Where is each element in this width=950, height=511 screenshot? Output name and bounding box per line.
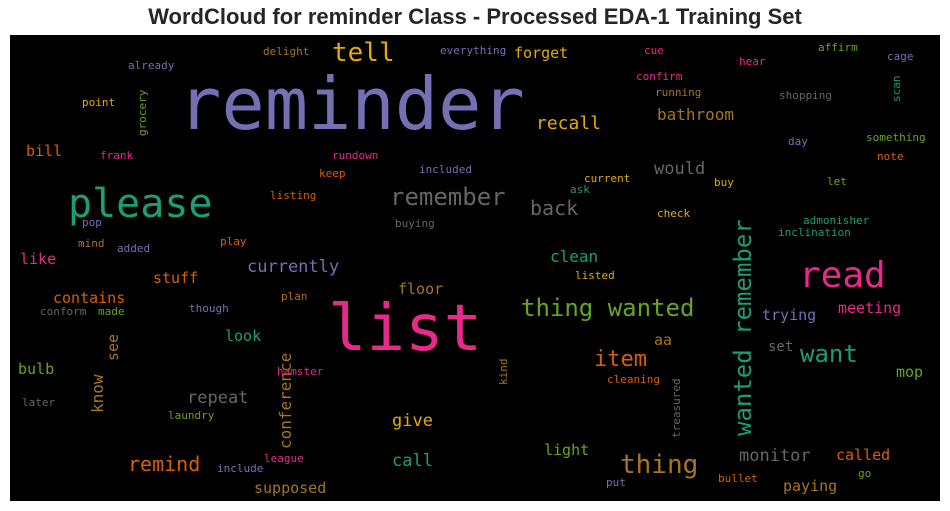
word-read: read [799,255,886,296]
word-set: set [768,339,793,355]
word-pop: pop [82,216,102,229]
word-tell: tell [332,38,395,68]
word-league: league [264,452,304,465]
word-confirm: confirm [636,70,683,83]
word-cage: cage [887,50,914,63]
word-monitor: monitor [739,446,811,466]
word-see: see [104,334,122,361]
word-please: please [68,181,213,227]
word-clean: clean [550,247,598,266]
word-made: made [98,305,125,318]
word-running: running [655,86,701,99]
word-go: go [858,467,871,480]
word-aa: aa [654,331,672,349]
word-wanted-remember: wanted remember [729,219,757,436]
word-conform: conform [40,305,87,318]
word-floor: floor [398,280,443,298]
word-bulb: bulb [18,360,54,378]
word-hear: hear [739,55,766,68]
word-included: included [419,163,472,176]
word-note: note [877,150,904,163]
word-everything: everything [440,44,506,57]
word-buying: buying [395,217,435,230]
word-paying: paying [783,477,837,495]
word-bullet: bullet [718,472,758,485]
word-meeting: meeting [838,299,901,317]
wordcloud-background [10,35,940,501]
word-would: would [654,159,705,179]
word-called: called [836,446,890,464]
word-laundry: laundry [168,409,215,422]
word-point: point [82,96,115,109]
word-bathroom: bathroom [657,105,734,124]
word-supposed: supposed [254,479,326,497]
word-admonisher: admonisher [803,214,870,227]
word-plan: plan [281,290,308,303]
word-look: look [225,327,261,345]
word-delight: delight [263,45,309,58]
word-day: day [788,135,808,148]
word-rundown: rundown [332,149,378,162]
word-scan: scan [890,76,903,103]
word-ask: ask [570,183,590,196]
word-remember: remember [390,183,506,211]
word-recall: recall [536,113,601,134]
word-back: back [530,196,578,220]
chart-title: WordCloud for reminder Class - Processed… [148,4,802,29]
word-light: light [544,441,589,459]
word-mop: mop [896,363,923,381]
word-thing-wanted: thing wanted [521,294,694,322]
word-forget: forget [514,44,568,62]
word-cleaning: cleaning [607,373,660,386]
word-call: call [392,451,433,471]
word-remind: remind [128,452,200,476]
word-trying: trying [762,306,816,324]
word-let: let [827,175,847,188]
word-reminder: reminder [178,62,525,146]
word-current: current [584,172,630,185]
word-like: like [20,250,56,268]
word-repeat: repeat [187,388,248,408]
word-currently: currently [247,257,339,277]
word-want: want [800,340,858,368]
word-layer: reminder list please read wanted remember thi… [18,38,926,497]
word-know: know [88,374,107,413]
word-kind: kind [497,359,510,386]
word-later: later [22,396,55,409]
word-put: put [606,476,626,489]
word-already: already [128,59,175,72]
word-include: include [217,462,263,475]
word-treasured: treasured [670,378,683,438]
word-frank: frank [100,149,133,162]
word-stuff: stuff [153,269,198,287]
word-keep: keep [319,167,346,180]
word-give: give [392,411,433,431]
word-play: play [220,235,247,248]
word-bill: bill [26,142,62,160]
word-listing: listing [270,189,316,202]
word-buy: buy [714,176,734,189]
word-list: list [328,292,482,366]
word-contains: contains [53,289,125,307]
wordcloud-chart: reminder list please read wanted remember thi… [10,35,940,501]
word-inclination: inclination [778,226,851,239]
word-grocery: grocery [136,89,149,136]
word-added: added [117,242,150,255]
word-affirm: affirm [818,41,858,54]
word-conference: conference [276,353,295,449]
word-though: though [189,302,229,315]
word-mind: mind [78,237,105,250]
word-hamster: hamster [277,365,324,378]
word-item: item [594,347,647,372]
word-listed: listed [575,269,615,282]
word-cue: cue [644,44,664,57]
word-something: something [866,131,926,144]
word-check: check [657,207,690,220]
word-thing: thing [620,450,698,480]
word-shopping: shopping [779,89,832,102]
